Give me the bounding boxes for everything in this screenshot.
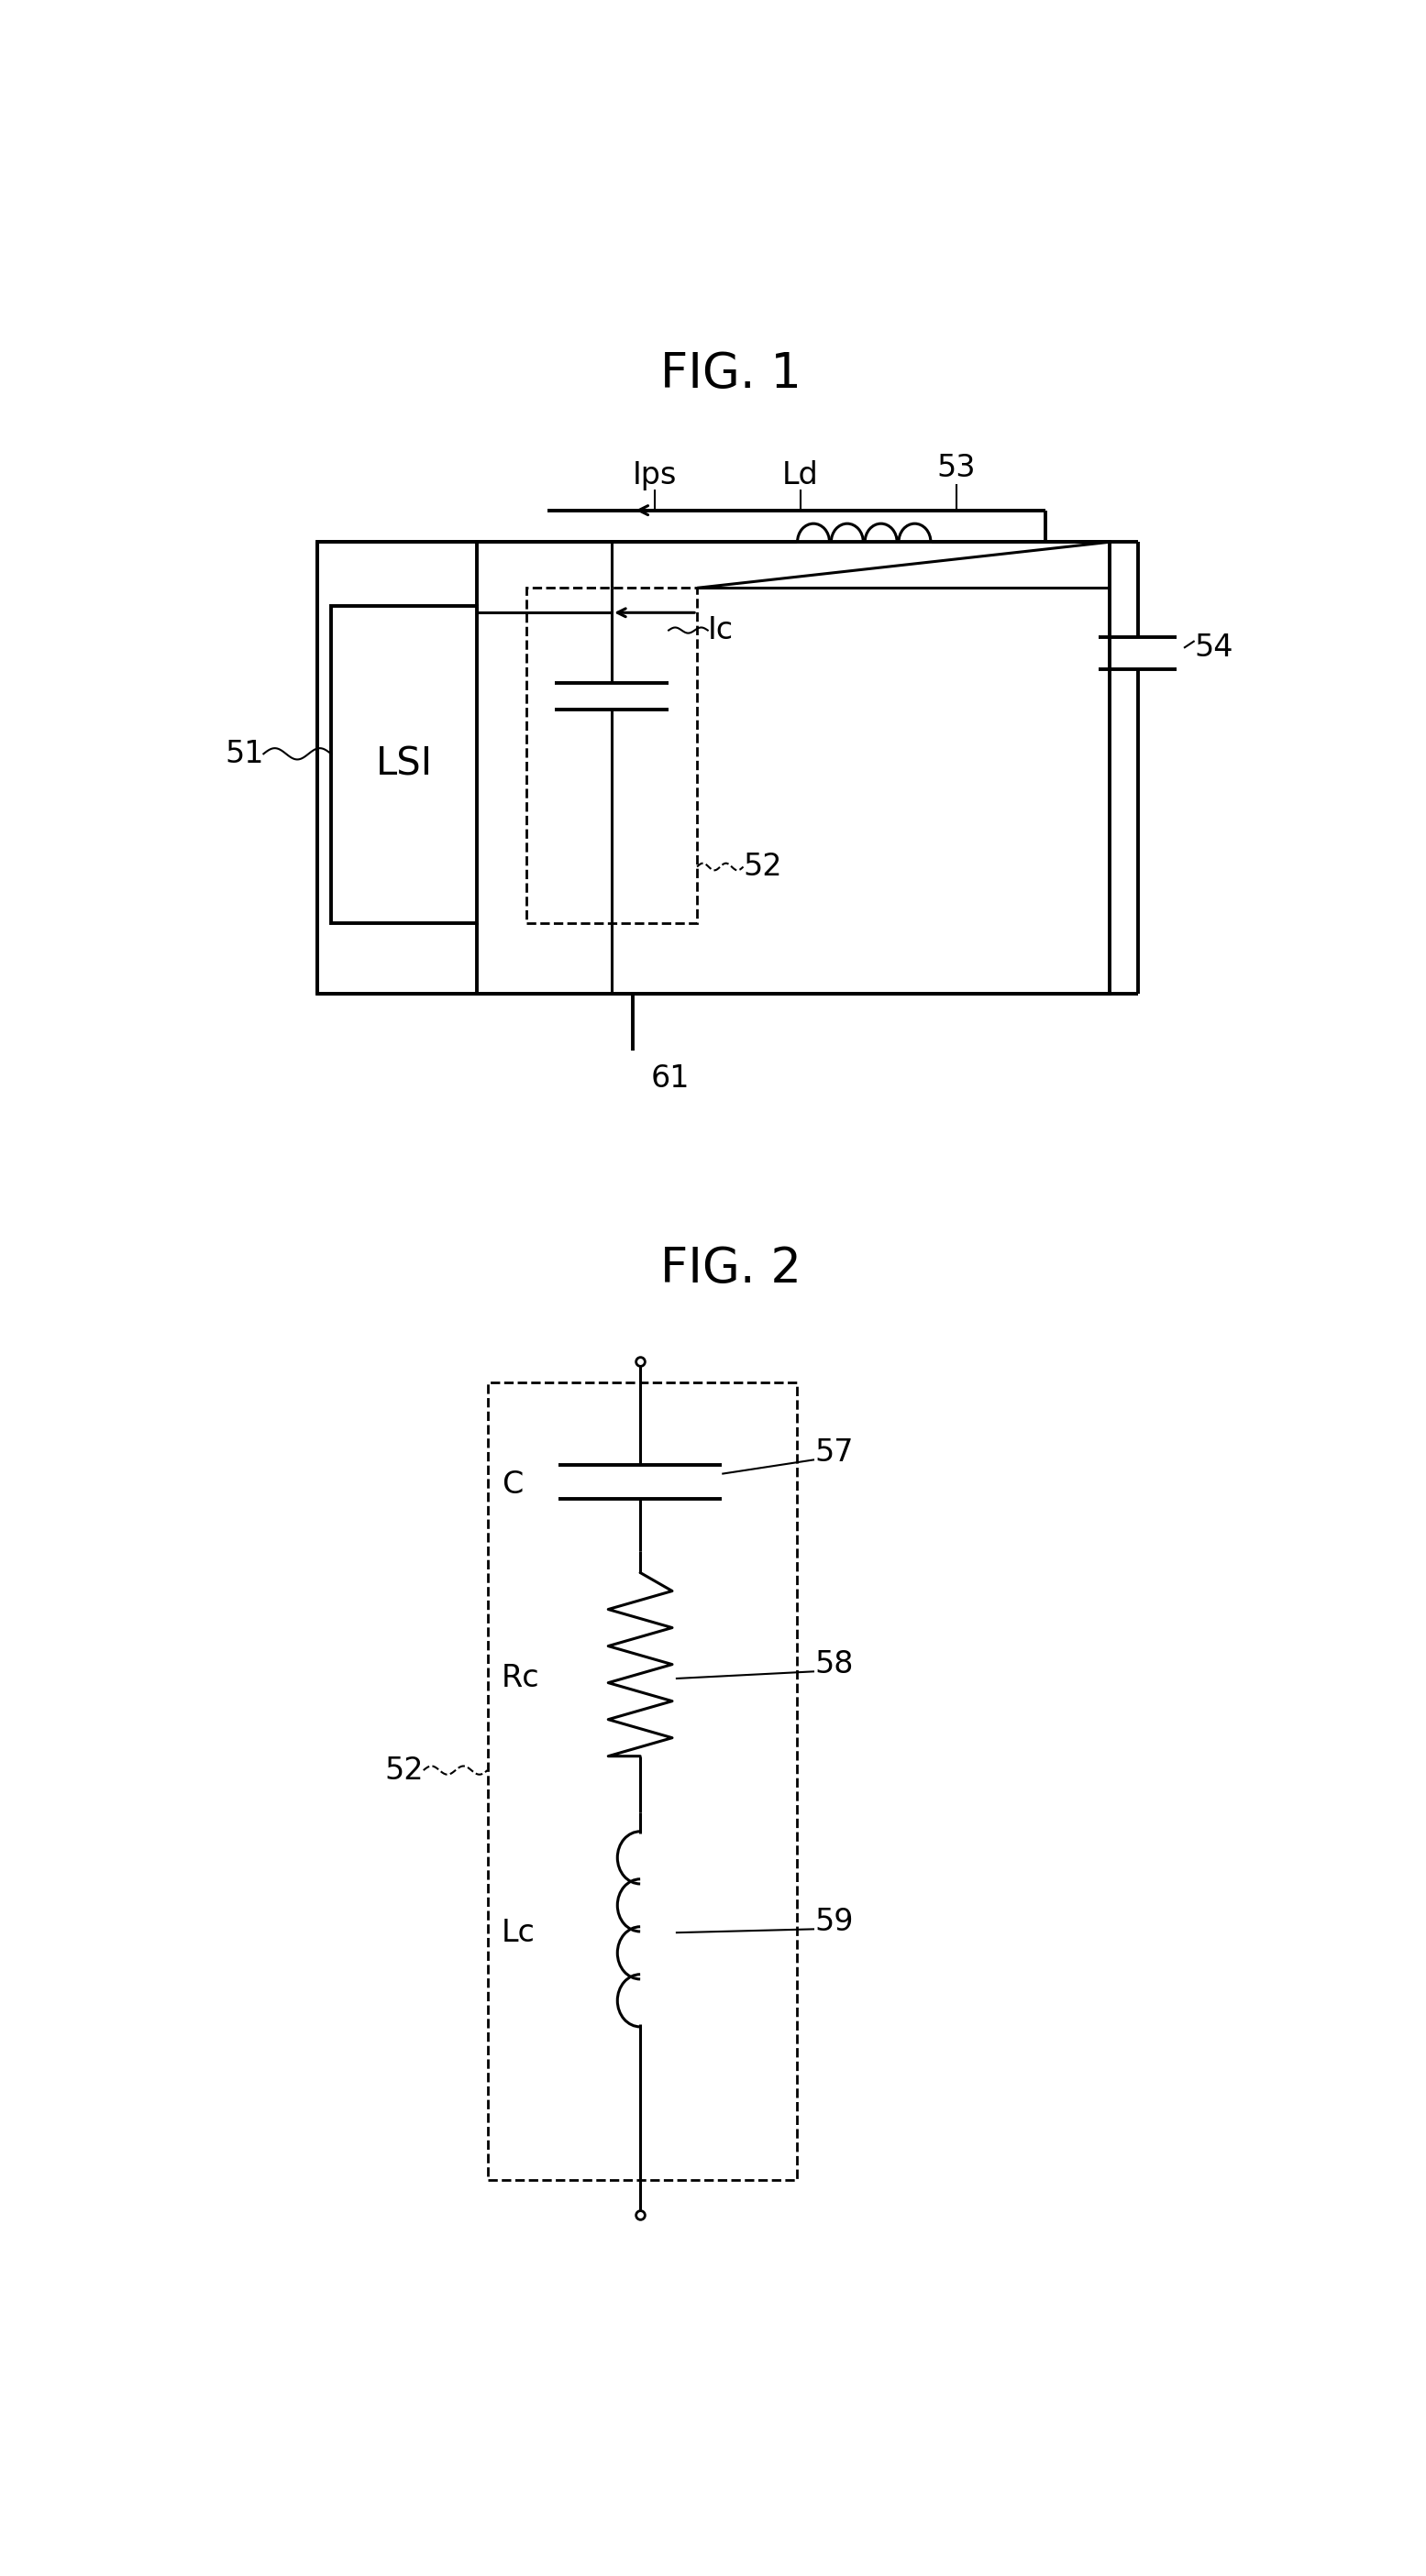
- Text: LSI: LSI: [375, 744, 432, 783]
- Bar: [317, 541, 1109, 994]
- Bar: [526, 587, 697, 922]
- Text: C: C: [502, 1468, 523, 1499]
- Text: FIG. 1: FIG. 1: [660, 350, 801, 397]
- Bar: [331, 605, 476, 922]
- Text: 53: 53: [937, 453, 975, 484]
- Text: 57: 57: [814, 1437, 853, 1468]
- Text: Rc: Rc: [502, 1664, 540, 1692]
- Text: 51: 51: [224, 739, 264, 770]
- Text: Lc: Lc: [502, 1917, 535, 1947]
- Text: 59: 59: [814, 1906, 853, 1937]
- Text: 52: 52: [385, 1754, 424, 1785]
- Text: 54: 54: [1195, 634, 1233, 662]
- Text: Ips: Ips: [632, 461, 676, 489]
- Text: FIG. 2: FIG. 2: [660, 1244, 801, 1293]
- Text: Ic: Ic: [707, 616, 733, 647]
- Text: 61: 61: [650, 1064, 690, 1095]
- Text: 58: 58: [814, 1649, 853, 1680]
- Text: 52: 52: [743, 853, 783, 881]
- Text: Ld: Ld: [781, 461, 819, 489]
- Bar: [488, 1383, 797, 2179]
